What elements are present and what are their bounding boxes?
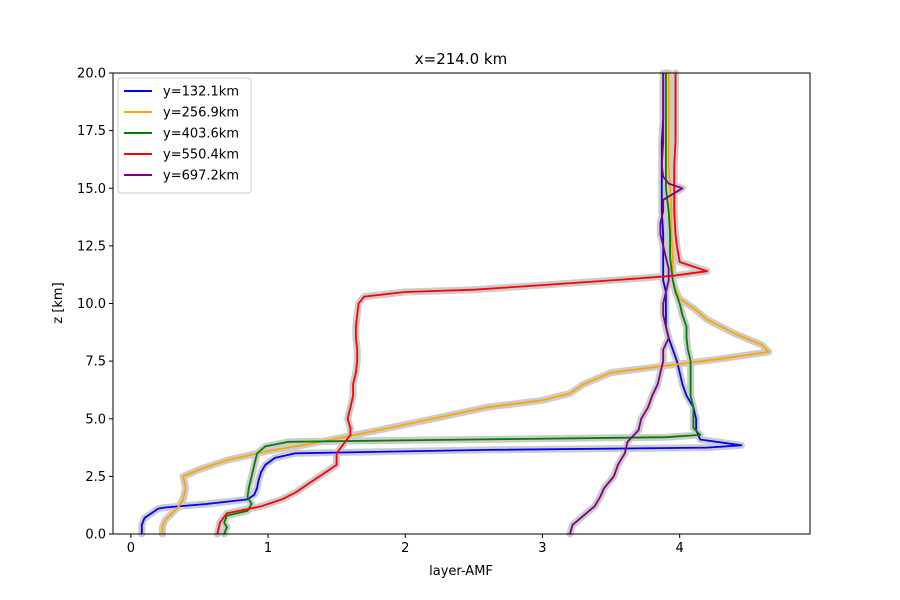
y-tick-label: 20.0 [77,67,106,82]
y-tick-label: 15.0 [77,182,106,197]
x-axis-ticks: 0 1 2 3 4 [127,534,684,556]
x-axis-label: layer-AMF [429,564,493,579]
series-line-3 [223,73,702,535]
y-tick-label: 10.0 [77,297,106,312]
uncertainty-band-3 [220,69,704,538]
series-line-5 [569,73,684,535]
legend-label: y=550.4km [163,148,239,163]
legend-label: y=132.1km [163,85,239,100]
y-tick-label: 0.0 [85,528,106,543]
y-tick-label: 17.5 [77,124,106,139]
y-tick-label: 2.5 [85,470,106,485]
legend: y=132.1km y=256.9km y=403.6km y=550.4km y=69… [117,77,252,194]
x-tick-label: 2 [401,541,409,556]
x-tick-label: 4 [676,541,684,556]
series-line-4 [216,73,708,535]
uncertainty-band-4 [213,69,711,538]
x-tick-label: 1 [264,541,272,556]
data-series [140,73,770,535]
y-tick-label: 12.5 [77,239,106,254]
x-tick-label: 3 [538,541,546,556]
legend-label: y=403.6km [163,127,239,142]
chart-title: x=214.0 km [415,50,507,68]
y-axis-ticks: 0.0 2.5 5.0 7.5 10.0 12.5 15.0 17.5 20.0 [77,67,113,543]
y-tick-label: 5.0 [85,412,106,427]
y-axis-label: z [km] [51,282,66,323]
series-line-2 [161,73,770,534]
x-tick-label: 0 [127,541,135,556]
y-tick-label: 7.5 [85,355,106,370]
legend-label: y=256.9km [163,106,239,121]
legend-label: y=697.2km [163,169,239,184]
legend-box [117,77,252,194]
